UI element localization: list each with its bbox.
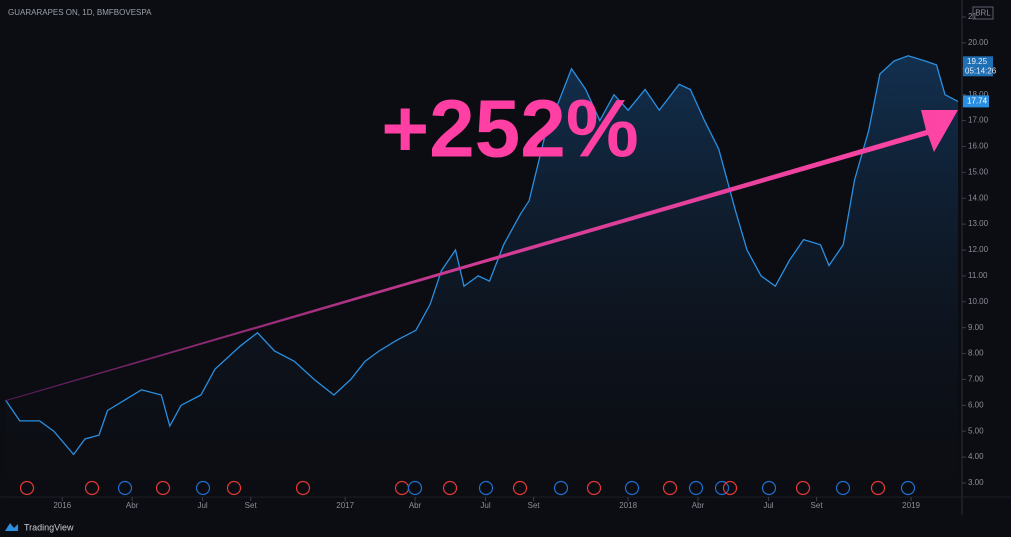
y-tick-label: 5.00 — [968, 426, 984, 435]
y-tick-label: 6.00 — [968, 400, 984, 409]
x-tick-label: 2018 — [619, 501, 637, 510]
y-tick-label: 8.00 — [968, 349, 984, 358]
event-marker — [84, 480, 100, 496]
event-marker — [714, 480, 730, 496]
high-label: 19.25 — [967, 57, 988, 66]
x-tick-label: Set — [811, 501, 824, 510]
y-tick-label: 9.00 — [968, 323, 984, 332]
y-tick-label: 10.00 — [968, 297, 989, 306]
currency: BRL — [975, 9, 991, 18]
event-marker — [722, 480, 738, 496]
y-tick-label: 11.00 — [968, 271, 988, 280]
last-price: 17.74 — [967, 97, 988, 106]
high-label-box — [963, 56, 993, 77]
x-tick-label: Set — [245, 501, 258, 510]
x-tick-label: 2016 — [53, 501, 71, 510]
event-marker — [761, 480, 777, 496]
annotation: +252% — [381, 84, 639, 175]
y-tick-label: 12.00 — [968, 245, 989, 254]
currency-box — [972, 6, 994, 20]
event-marker — [795, 480, 811, 496]
event-marker — [155, 480, 171, 496]
x-tick-label: 2017 — [336, 501, 354, 510]
event-marker — [19, 480, 35, 496]
event-marker — [117, 480, 133, 496]
event-marker — [478, 480, 494, 496]
logo-icon — [5, 523, 18, 531]
countdown: 05:14:26 — [965, 66, 997, 75]
x-tick-label: Abr — [409, 501, 422, 510]
area-fill — [5, 55, 958, 498]
x-tick-label: Abr — [126, 501, 139, 510]
y-tick-label: 20.00 — [968, 38, 989, 47]
x-tick-label: Jul — [480, 501, 490, 510]
event-marker — [624, 480, 640, 496]
event-marker — [195, 480, 211, 496]
event-marker — [226, 480, 242, 496]
event-marker — [586, 480, 602, 496]
y-tick-label: 17.00 — [968, 116, 989, 125]
event-marker — [870, 480, 886, 496]
y-tick-label: 14.00 — [968, 193, 989, 202]
plot-area: 3.00 4.00 5.00 6.00 7.00 8.00 9.00 10.00 11.00 12… — [5, 12, 989, 510]
x-tick-label: Abr — [692, 501, 705, 510]
y-tick-label: 4.00 — [968, 452, 984, 461]
event-marker — [900, 480, 916, 496]
event-marker — [442, 480, 458, 496]
x-tick-label: Jul — [197, 501, 207, 510]
event-marker — [407, 480, 423, 496]
y-tick-label: 15.00 — [968, 167, 989, 176]
event-marker — [688, 480, 704, 496]
events — [19, 480, 916, 496]
y-tick-label: 7.00 — [968, 375, 984, 384]
event-marker — [662, 480, 678, 496]
chart-title: GUARARAPES ON, 1D, BMFBOVESPA — [8, 8, 152, 17]
y-tick-label: 16.00 — [968, 142, 989, 151]
x-tick-label: Set — [528, 501, 541, 510]
event-marker — [295, 480, 311, 496]
brand-logo — [5, 523, 18, 531]
y-tick-label: 3.00 — [968, 478, 984, 487]
brand: TradingView — [24, 522, 74, 532]
event-marker — [553, 480, 569, 496]
y-tick-label: 13.00 — [968, 219, 989, 228]
y-tick-label: 18.00 — [968, 90, 989, 99]
last-price-box — [963, 95, 989, 108]
event-marker — [835, 480, 851, 496]
price-line — [5, 55, 959, 456]
event-marker — [512, 480, 528, 496]
x-tick-label: Jul — [763, 501, 773, 510]
x-tick-label: 2019 — [902, 501, 920, 510]
